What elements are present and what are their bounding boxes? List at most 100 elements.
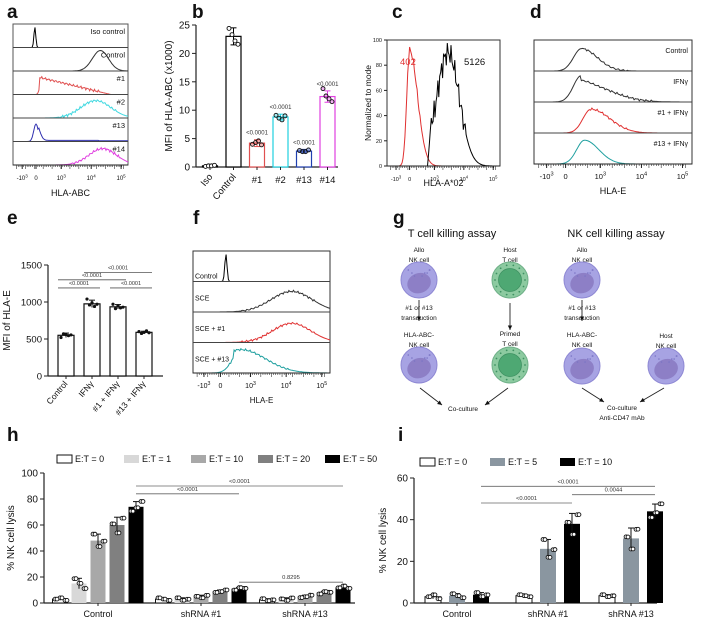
panel-b-data-point xyxy=(232,38,238,44)
panel-i-data-point xyxy=(649,515,655,520)
panel-label-f: f xyxy=(193,208,200,229)
panel-label-h: h xyxy=(7,425,19,446)
diagram-t-primed-t-cell-granule xyxy=(512,378,515,381)
diagram-t-primed-t-cell-granule xyxy=(505,349,508,352)
panel-h-data-point xyxy=(328,589,334,595)
panel-b-data-point xyxy=(256,138,261,144)
panel-h-legend-label: E:T = 0 xyxy=(75,454,104,464)
diagram-nk-host-nk-cell-granule xyxy=(673,358,675,360)
panel-d-x-tick-label: 0 xyxy=(564,172,568,181)
diagram-t-allo-nk-cell-granule xyxy=(407,269,410,271)
diagram-t-host-t-cell-granule xyxy=(524,279,526,281)
panel-label-d: d xyxy=(530,2,542,23)
panel-i-data-point xyxy=(552,547,558,552)
panel-h-data-point xyxy=(299,595,305,600)
panel-e-data-point xyxy=(59,335,63,340)
panel-i-data-point xyxy=(456,593,462,599)
panel-c-series-label-402: 402 xyxy=(400,57,416,68)
panel-b-y-tick-label: 5 xyxy=(184,134,190,145)
panel-b-pvalue: <0.0001 xyxy=(293,140,316,146)
panel-b-y-tick-label: 0 xyxy=(184,163,190,174)
panel-e-data-point xyxy=(69,333,73,337)
diagram-t-primed-t-cell-granule xyxy=(522,370,525,373)
diagram-t-primed-t-cell-granule xyxy=(499,375,502,378)
panel-b-y-tick-label: 10 xyxy=(179,106,191,117)
diagram-nk-host-nk-cell-nucleus xyxy=(654,358,678,380)
diagram-t-primed-t-cell-nucleus xyxy=(498,353,522,377)
panel-h-data-point xyxy=(78,581,84,586)
diagram-nk-allo-nk-cell-granule xyxy=(584,275,586,277)
diagram-t-cell-title: T cell killing assay xyxy=(408,228,497,240)
panel-h-data-point xyxy=(167,598,173,603)
panel-e-data-point xyxy=(142,330,146,334)
panel-i-bar-1-0 xyxy=(449,595,465,603)
panel-c-x-tick-label: -103 xyxy=(391,175,402,183)
panel-a-track-label: Iso control xyxy=(90,27,125,36)
panel-i-data-point xyxy=(601,592,607,598)
panel-e-data-point xyxy=(147,331,151,335)
diagram-t-hla-abc-nk-cell-granule xyxy=(424,357,426,359)
panel-label-i: i xyxy=(398,425,404,446)
panel-label-c: c xyxy=(392,2,403,23)
panel-c-y-tick-label: 60 xyxy=(376,88,382,94)
panel-e-y-tick-label: 500 xyxy=(26,335,42,346)
diagram-t-host-label-line1: Host xyxy=(503,247,517,254)
panel-h-y-tick-label: 60 xyxy=(27,521,39,532)
panel-e-pvalue: <0.0001 xyxy=(108,265,128,271)
panel-e-y-label: MFI of HLA-E xyxy=(2,290,13,351)
panel-b-y-label: MFI of HLA-ABC (x1000) xyxy=(164,40,175,151)
panel-a-track-label: #13 xyxy=(112,121,125,130)
panel-h-data-point xyxy=(323,589,329,594)
diagram-t-host-t-cell-granule xyxy=(518,267,521,270)
panel-b-y-tick-label: 15 xyxy=(179,77,191,88)
panel-h-bar-4-2 xyxy=(335,587,351,603)
diagram-t-host-label-line2: T cell xyxy=(502,257,518,264)
panel-d-x-tick-label: 105 xyxy=(677,172,688,181)
diagram-t-host-t-cell-granule xyxy=(494,279,496,281)
diagram-t-primed-t-cell-granule xyxy=(512,349,515,352)
diagram-nk-hla-abc-label-line2: NK cell xyxy=(572,342,593,349)
panel-a-track-label: #14 xyxy=(112,145,125,154)
panel-i-legend-swatch xyxy=(560,458,575,466)
panel-f-x-tick-label: -103 xyxy=(197,381,210,390)
diagram-t-primed-t-cell-granule xyxy=(518,375,521,378)
panel-b-data-point xyxy=(212,162,217,168)
panel-f-track-label: SCE + #13 xyxy=(195,357,229,364)
panel-h-data-point xyxy=(181,597,187,603)
panel-i-data-point xyxy=(518,592,524,598)
panel-h-data-point xyxy=(116,530,122,536)
panel-i-data-point xyxy=(437,596,443,602)
panel-b-x-tick-label: #14 xyxy=(320,175,336,186)
diagram-nk-hla-abc-nk-cell-granule xyxy=(591,355,594,357)
panel-i-bar-2-2 xyxy=(647,511,663,603)
diagram-t-allo-nk-cell-granule xyxy=(426,272,428,274)
panel-i-x-tick-label: shRNA #1 xyxy=(528,609,569,619)
diagram-nk-host-nk-cell-granule xyxy=(654,355,657,357)
diagram-t-primed-t-cell-granule xyxy=(495,370,498,373)
diagram-nk-cell-title: NK cell killing assay xyxy=(567,228,665,240)
panel-h-bar-3-1 xyxy=(212,591,228,603)
panel-h-legend-label: E:T = 10 xyxy=(209,454,243,464)
panel-h-y-tick-label: 40 xyxy=(27,547,39,558)
diagram-t-primed-label-line2: T cell xyxy=(502,341,518,348)
panel-h-data-point xyxy=(73,576,79,581)
diagram-t-host-t-cell-granule xyxy=(512,264,515,267)
panel-h-data-point xyxy=(83,586,89,591)
panel-b-y-tick-label: 20 xyxy=(179,49,191,60)
diagram-t-coculture-arrow-right xyxy=(484,387,509,406)
diagram-t-primed-t-cell-granule xyxy=(522,357,525,360)
diagram-nk-allo-label-line2: NK cell xyxy=(572,257,593,264)
panel-i-x-tick-label: Control xyxy=(442,609,471,619)
diagram-t-priming-arrow-head xyxy=(507,325,513,330)
diagram-t-host-t-cell-granule xyxy=(495,272,498,275)
panel-f-histogram-track xyxy=(193,289,331,313)
diagram-t-primed-t-cell-granule xyxy=(524,364,526,366)
panel-i-data-point xyxy=(461,595,467,601)
panel-h-y-tick-label: 20 xyxy=(27,573,39,584)
panel-i-legend-label: E:T = 0 xyxy=(438,457,467,467)
panel-h-data-point xyxy=(342,583,348,589)
panel-e-data-point xyxy=(90,301,94,305)
panel-e-data-point xyxy=(87,303,92,307)
diagram-t-host-t-cell-granule xyxy=(499,290,502,293)
diagram-t-hla-abc-nk-cell-granule xyxy=(428,354,431,356)
